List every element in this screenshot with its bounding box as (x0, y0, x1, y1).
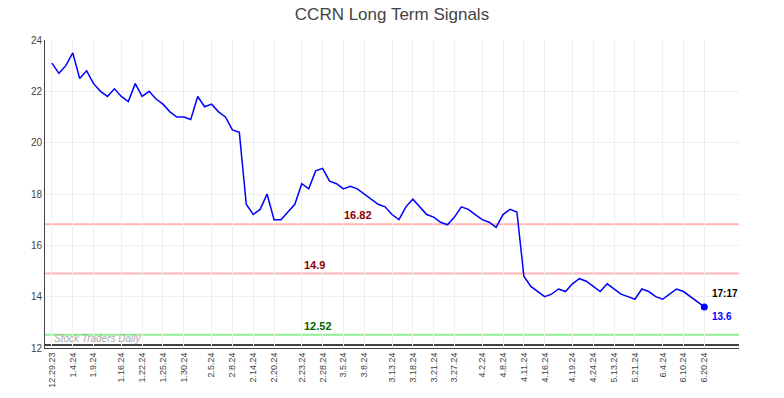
svg-text:17:17: 17:17 (712, 288, 738, 299)
svg-text:4.24.24: 4.24.24 (588, 353, 598, 383)
svg-text:16: 16 (31, 240, 43, 251)
svg-text:1.16.24: 1.16.24 (116, 353, 126, 383)
svg-text:12: 12 (31, 343, 43, 354)
svg-text:1.22.24: 1.22.24 (137, 353, 147, 383)
svg-text:12.29.23: 12.29.23 (47, 353, 57, 388)
svg-text:2.28.24: 2.28.24 (318, 353, 328, 383)
svg-text:2.20.24: 2.20.24 (269, 353, 279, 383)
svg-text:18: 18 (31, 189, 43, 200)
svg-text:6.10.24: 6.10.24 (678, 353, 688, 383)
svg-text:1.30.24: 1.30.24 (179, 353, 189, 383)
svg-text:2.14.24: 2.14.24 (248, 353, 258, 383)
svg-text:3.8.24: 3.8.24 (359, 353, 369, 378)
svg-text:14: 14 (31, 291, 43, 302)
svg-text:3.13.24: 3.13.24 (387, 353, 397, 383)
svg-text:24: 24 (31, 35, 43, 46)
svg-text:3.21.24: 3.21.24 (429, 353, 439, 383)
svg-text:5.13.24: 5.13.24 (609, 353, 619, 383)
svg-text:2.8.24: 2.8.24 (227, 353, 237, 378)
svg-text:1.9.24: 1.9.24 (89, 353, 99, 378)
svg-text:CCRN Long Term Signals: CCRN Long Term Signals (295, 5, 489, 24)
svg-text:1.4.24: 1.4.24 (68, 353, 78, 378)
svg-text:4.19.24: 4.19.24 (567, 353, 577, 383)
svg-text:6.20.24: 6.20.24 (699, 353, 709, 383)
svg-text:4.16.24: 4.16.24 (540, 353, 550, 383)
svg-text:2.5.24: 2.5.24 (206, 353, 216, 378)
svg-text:6.4.24: 6.4.24 (658, 353, 668, 378)
svg-text:4.8.24: 4.8.24 (498, 353, 508, 378)
svg-text:3.5.24: 3.5.24 (338, 353, 348, 378)
svg-text:20: 20 (31, 137, 43, 148)
svg-text:3.18.24: 3.18.24 (408, 353, 418, 383)
svg-text:4.11.24: 4.11.24 (519, 353, 529, 382)
svg-text:Stock Traders Daily: Stock Traders Daily (54, 333, 142, 344)
svg-text:3.27.24: 3.27.24 (449, 353, 459, 383)
svg-text:2.23.24: 2.23.24 (297, 353, 307, 383)
svg-text:22: 22 (31, 86, 43, 97)
svg-text:4.2.24: 4.2.24 (477, 353, 487, 378)
svg-text:1.25.24: 1.25.24 (158, 353, 168, 383)
svg-text:16.82: 16.82 (344, 209, 372, 221)
svg-text:14.9: 14.9 (304, 259, 325, 271)
svg-text:13.6: 13.6 (712, 311, 732, 322)
svg-text:5.21.24: 5.21.24 (630, 353, 640, 383)
svg-text:12.52: 12.52 (304, 320, 332, 332)
